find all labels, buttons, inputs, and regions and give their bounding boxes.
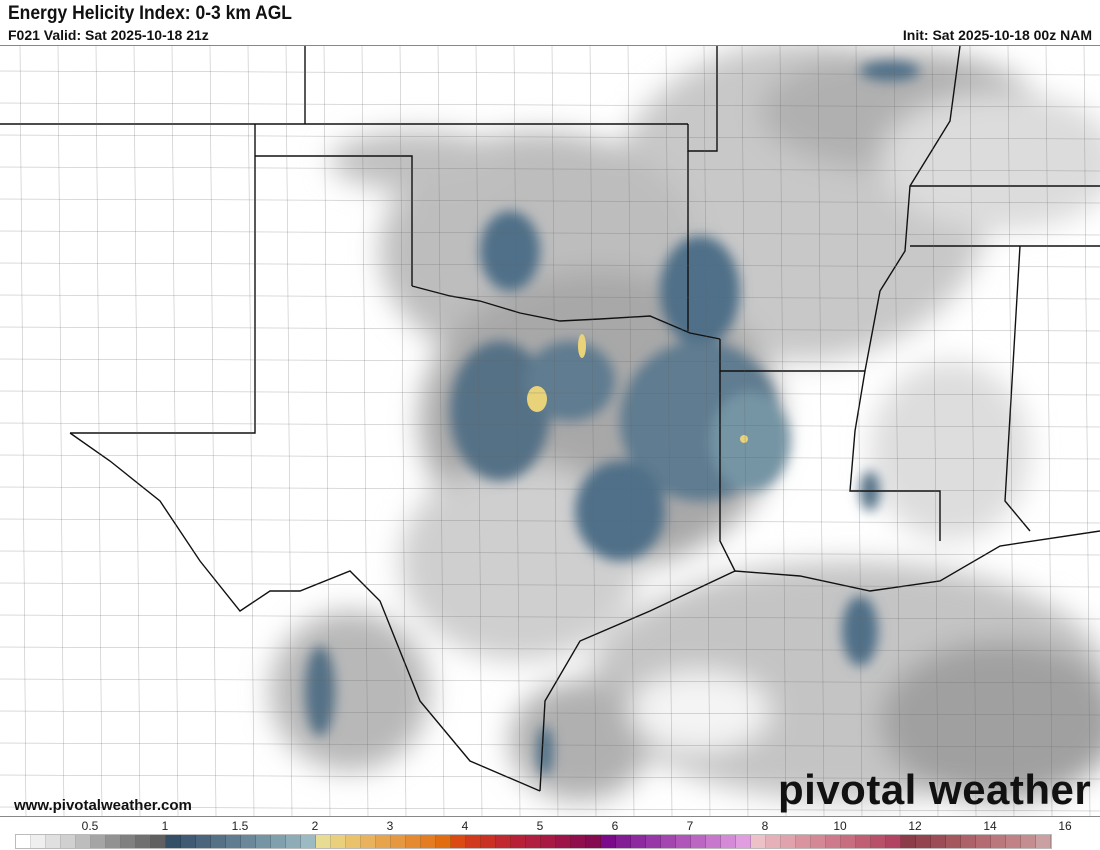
colorbar-swatch <box>496 835 511 848</box>
colorbar-swatch <box>571 835 586 848</box>
colorbar-swatch <box>856 835 871 848</box>
colorbar-swatch <box>706 835 721 848</box>
yellow-shading <box>527 334 748 443</box>
colorbar-swatch <box>631 835 646 848</box>
colorbar-swatch <box>556 835 571 848</box>
colorbar-swatch <box>331 835 346 848</box>
colorbar-swatch <box>46 835 61 848</box>
colorbar-label: 16 <box>1058 819 1072 833</box>
colorbar-swatch <box>1006 835 1021 848</box>
colorbar-label: 2 <box>311 819 319 833</box>
colorbar-swatch <box>961 835 976 848</box>
colorbar-swatch <box>76 835 91 848</box>
colorbar-label: 4 <box>461 819 469 833</box>
colorbar-swatch <box>916 835 931 848</box>
colorbar-swatch <box>586 835 601 848</box>
colorbar-swatch <box>1036 835 1051 848</box>
colorbar-swatch <box>511 835 526 848</box>
colorbar-label: 1.5 <box>231 819 249 833</box>
colorbar-swatch <box>541 835 556 848</box>
colorbar-label: 8 <box>761 819 769 833</box>
colorbar-swatch <box>226 835 241 848</box>
colorbar-swatch <box>181 835 196 848</box>
colorbar-swatch <box>976 835 991 848</box>
colorbar-swatch <box>256 835 271 848</box>
colorbar-swatch <box>61 835 76 848</box>
colorbar-swatch <box>691 835 706 848</box>
colorbar-swatch <box>361 835 376 848</box>
colorbar-swatch <box>241 835 256 848</box>
colorbar-swatch <box>946 835 961 848</box>
colorbar-swatch <box>901 835 916 848</box>
header: Energy Helicity Index: 0-3 km AGL F021 V… <box>0 0 1100 45</box>
colorbar-swatch <box>106 835 121 848</box>
colorbar <box>15 834 1052 849</box>
colorbar-swatch <box>376 835 391 848</box>
colorbar-swatch <box>1021 835 1036 848</box>
colorbar-swatch <box>166 835 181 848</box>
colorbar-swatch <box>601 835 616 848</box>
colorbar-swatch <box>286 835 301 848</box>
colorbar-swatch <box>406 835 421 848</box>
colorbar-label: 12 <box>908 819 922 833</box>
county-lines <box>0 46 1100 816</box>
colorbar-swatch <box>781 835 796 848</box>
colorbar-swatch <box>991 835 1006 848</box>
map-title: Energy Helicity Index: 0-3 km AGL <box>8 3 292 24</box>
colorbar-swatch <box>16 835 31 848</box>
colorbar-label: 10 <box>833 819 847 833</box>
colorbar-label: 5 <box>536 819 544 833</box>
colorbar-swatch <box>931 835 946 848</box>
colorbar-swatch <box>721 835 736 848</box>
colorbar-swatch <box>811 835 826 848</box>
colorbar-swatch <box>526 835 541 848</box>
pivotal-weather-logo: pivotal weather <box>778 766 1092 813</box>
colorbar-swatch <box>796 835 811 848</box>
weather-map <box>0 45 1100 817</box>
state-borders <box>0 46 1100 792</box>
colorbar-swatch <box>391 835 406 848</box>
colorbar-swatch <box>466 835 481 848</box>
colorbar-swatch <box>136 835 151 848</box>
colorbar-swatch <box>271 835 286 848</box>
colorbar-swatch <box>841 835 856 848</box>
colorbar-swatch <box>301 835 316 848</box>
colorbar-swatch <box>196 835 211 848</box>
colorbar-swatch <box>886 835 901 848</box>
colorbar-label: 14 <box>983 819 997 833</box>
colorbar-swatch <box>316 835 331 848</box>
colorbar-swatch <box>91 835 106 848</box>
colorbar-swatch <box>481 835 496 848</box>
colorbar-swatch <box>736 835 751 848</box>
colorbar-swatch <box>661 835 676 848</box>
colorbar-swatch <box>211 835 226 848</box>
colorbar-swatch <box>451 835 466 848</box>
colorbar-swatch <box>346 835 361 848</box>
colorbar-swatch <box>436 835 451 848</box>
colorbar-swatch <box>151 835 166 848</box>
website-label: www.pivotalweather.com <box>14 797 192 814</box>
colorbar-swatch <box>766 835 781 848</box>
colorbar-swatch <box>871 835 886 848</box>
colorbar-swatch <box>676 835 691 848</box>
colorbar-swatch <box>31 835 46 848</box>
colorbar-swatch <box>646 835 661 848</box>
colorbar-swatch <box>616 835 631 848</box>
colorbar-label: 6 <box>611 819 619 833</box>
colorbar-swatch <box>826 835 841 848</box>
valid-time: F021 Valid: Sat 2025-10-18 21z <box>8 27 209 43</box>
colorbar-label: 0.5 <box>81 819 99 833</box>
colorbar-label: 7 <box>686 819 694 833</box>
colorbar-swatch <box>751 835 766 848</box>
colorbar-swatch <box>421 835 436 848</box>
colorbar-label: 1 <box>161 819 169 833</box>
init-time: Init: Sat 2025-10-18 00z NAM <box>902 27 1092 43</box>
colorbar-label: 3 <box>386 819 394 833</box>
colorbar-swatch <box>121 835 136 848</box>
